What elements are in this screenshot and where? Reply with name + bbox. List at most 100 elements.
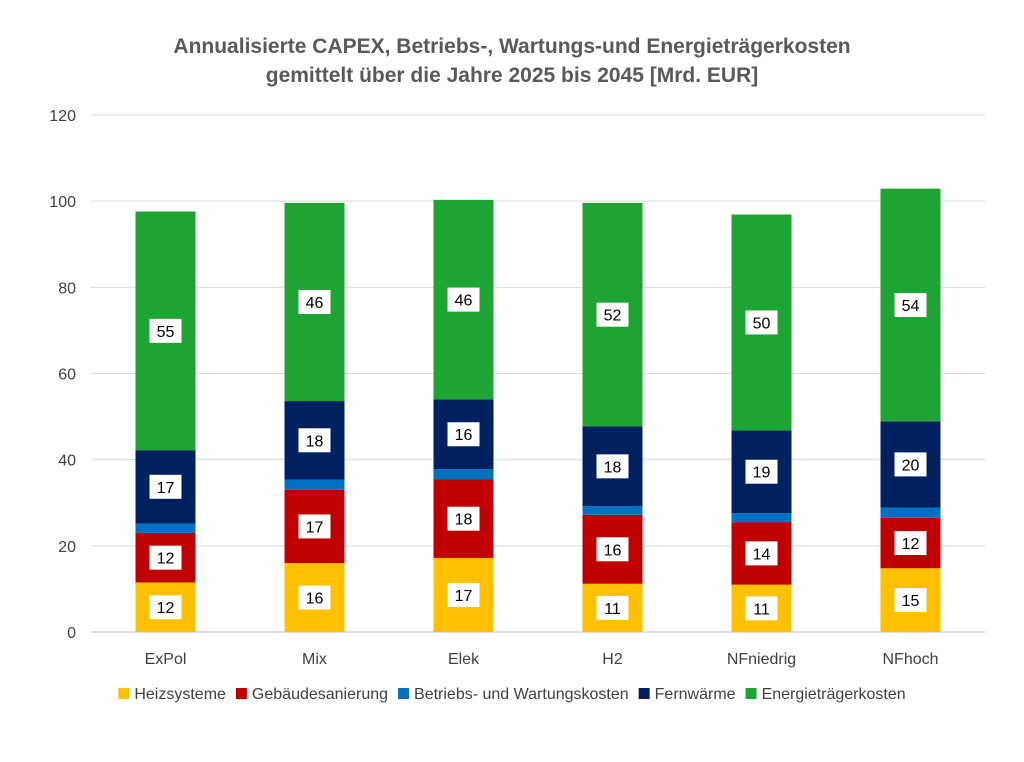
y-tick-label: 20 xyxy=(58,539,76,556)
bars xyxy=(135,188,941,632)
data-label: 50 xyxy=(745,310,778,335)
y-tick-label: 60 xyxy=(58,367,76,384)
data-label-text: 16 xyxy=(455,427,473,444)
data-label-box xyxy=(149,595,182,620)
data-label-box xyxy=(298,585,331,610)
bar-segment xyxy=(284,479,345,490)
y-tick-label: 120 xyxy=(49,108,76,125)
data-label-box xyxy=(596,595,629,620)
data-label-text: 52 xyxy=(604,308,622,325)
data-label-text: 55 xyxy=(157,324,175,341)
legend: Heizsysteme Gebäudesanierung Betriebs- und… xyxy=(118,686,906,703)
data-label: 19 xyxy=(745,459,778,484)
legend-swatch xyxy=(118,688,130,699)
x-tick-label: Mix xyxy=(302,651,327,668)
data-label: 18 xyxy=(298,428,331,453)
data-label-box xyxy=(596,302,629,327)
data-label-text: 12 xyxy=(157,600,175,617)
data-label-text: 17 xyxy=(455,588,473,605)
bar-segment xyxy=(731,513,792,523)
data-label: 11 xyxy=(745,596,778,621)
data-label-text: 18 xyxy=(604,459,622,476)
y-axis: 0 20 40 60 80 100 120 xyxy=(49,108,76,642)
data-label: 18 xyxy=(447,506,480,531)
data-label-box xyxy=(298,289,331,314)
data-label-text: 17 xyxy=(157,480,175,497)
data-label-text: 12 xyxy=(902,536,920,553)
data-label-box xyxy=(596,537,629,562)
data-label-text: 46 xyxy=(306,295,324,312)
y-tick-label: 0 xyxy=(67,625,76,642)
data-label-text: 18 xyxy=(455,512,473,529)
data-label-box xyxy=(447,422,480,447)
y-tick-label: 80 xyxy=(58,280,76,297)
data-label-text: 18 xyxy=(306,433,324,450)
data-label-text: 16 xyxy=(604,542,622,559)
legend-item: Betriebs- und Wartungskosten xyxy=(398,686,629,703)
data-label: 46 xyxy=(298,289,331,314)
y-tick-label: 100 xyxy=(49,194,76,211)
legend-item: Heizsysteme xyxy=(118,686,226,703)
data-label-box xyxy=(745,596,778,621)
x-axis: ExPol Mix Elek H2 NFniedrig NFhoch xyxy=(145,651,939,668)
data-label: 12 xyxy=(149,545,182,570)
data-label-box xyxy=(894,531,927,556)
legend-swatch xyxy=(398,688,410,699)
x-tick-label: H2 xyxy=(602,651,623,668)
data-label-box xyxy=(149,474,182,499)
bar-segment xyxy=(582,506,643,515)
data-label-box xyxy=(745,310,778,335)
data-label-box xyxy=(894,452,927,477)
data-label-text: 12 xyxy=(157,551,175,568)
data-label: 20 xyxy=(894,452,927,477)
data-label: 12 xyxy=(149,595,182,620)
legend-swatch xyxy=(745,688,757,699)
data-label-box xyxy=(149,545,182,570)
x-tick-label: Elek xyxy=(448,651,480,668)
data-label-box xyxy=(298,428,331,453)
data-label-text: 54 xyxy=(902,298,920,315)
chart-title-line-2: gemittelt über die Jahre 2025 bis 2045 [… xyxy=(266,64,759,87)
data-label-box xyxy=(447,287,480,312)
bar-segment xyxy=(135,523,196,533)
data-label-box xyxy=(596,454,629,479)
data-label-text: 17 xyxy=(306,519,324,536)
legend-item: Energieträgerkosten xyxy=(745,686,906,703)
data-label: 11 xyxy=(596,595,629,620)
legend-item: Fernwärme xyxy=(638,686,736,703)
data-label: 17 xyxy=(298,514,331,539)
data-label-text: 14 xyxy=(753,546,771,563)
data-label: 55 xyxy=(149,318,182,343)
legend-label: Gebäudesanierung xyxy=(252,686,388,703)
bar-segment xyxy=(433,469,494,480)
data-labels: 12 12 17 55 16 17 18 46 17 18 16 46 11 16 18 52 11 14 19 50… xyxy=(149,287,927,621)
data-label: 17 xyxy=(447,582,480,607)
data-label-box xyxy=(894,292,927,317)
data-label-text: 15 xyxy=(902,593,920,610)
data-label-text: 11 xyxy=(753,601,770,618)
legend-label: Heizsysteme xyxy=(134,686,226,703)
legend-swatch xyxy=(638,688,650,699)
data-label-box xyxy=(149,318,182,343)
data-label-text: 20 xyxy=(902,457,920,474)
legend-label: Betriebs- und Wartungskosten xyxy=(414,686,629,703)
data-label-text: 16 xyxy=(306,591,324,608)
data-label-box xyxy=(894,588,927,613)
legend-label: Energieträgerkosten xyxy=(762,686,906,703)
data-label: 16 xyxy=(596,537,629,562)
bar-segment xyxy=(880,507,941,518)
data-label-box xyxy=(447,506,480,531)
x-tick-label: NFniedrig xyxy=(727,651,796,668)
data-label: 52 xyxy=(596,302,629,327)
data-label-box xyxy=(745,459,778,484)
legend-swatch xyxy=(235,688,247,699)
data-label: 12 xyxy=(894,531,927,556)
chart-title-line-1: Annualisierte CAPEX, Betriebs-, Wartungs… xyxy=(173,35,850,58)
data-label: 14 xyxy=(745,541,778,566)
x-tick-label: NFhoch xyxy=(882,651,938,668)
data-label: 18 xyxy=(596,454,629,479)
data-label-text: 46 xyxy=(455,293,473,310)
data-label-text: 11 xyxy=(604,601,621,618)
data-label-text: 19 xyxy=(753,465,771,482)
